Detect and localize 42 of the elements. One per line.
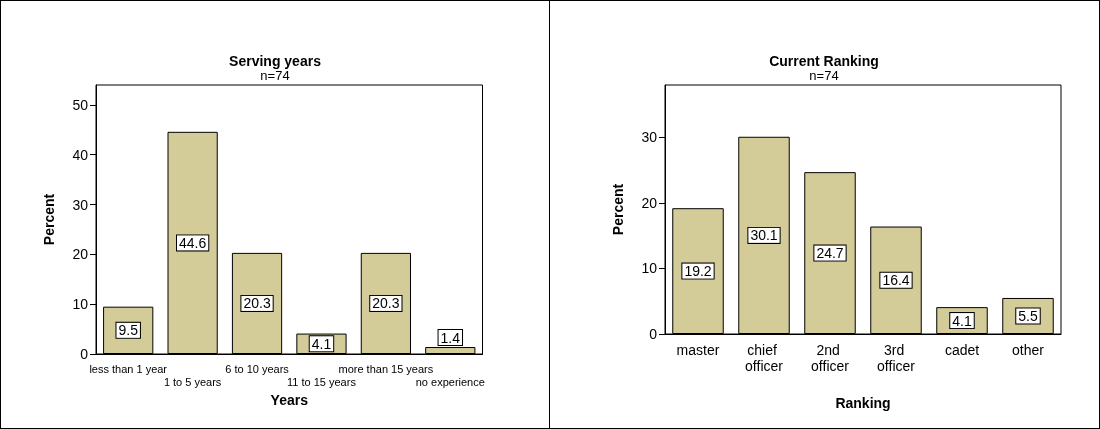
chart-subtitle: n=74 — [260, 68, 290, 83]
y-tick-label: 30 — [641, 129, 658, 146]
data-label: 5.5 — [1018, 307, 1038, 324]
y-tick-label: 20 — [641, 194, 658, 211]
data-label: 4.1 — [311, 335, 332, 352]
x-axis-title: Ranking — [835, 395, 891, 411]
x-tick-label: cadet — [944, 342, 980, 358]
x-tick-label: master — [676, 342, 720, 358]
y-tick-label: 10 — [72, 296, 89, 313]
chart-title: Serving years — [229, 53, 322, 69]
data-label: 4.1 — [952, 312, 972, 329]
x-tick-label: 3rd officer — [877, 342, 916, 374]
y-tick-label: 50 — [72, 96, 89, 113]
y-tick-label: 40 — [72, 146, 89, 163]
data-label: 44.6 — [179, 234, 207, 251]
y-tick-label: 20 — [72, 246, 89, 263]
data-label: 19.2 — [684, 263, 712, 280]
data-label: 24.7 — [816, 245, 844, 262]
y-tick-label: 10 — [641, 260, 658, 277]
x-tick-label: 2nd officer — [811, 342, 850, 374]
y-axis-title: Percent — [610, 183, 626, 236]
x-axis-title: Years — [270, 391, 309, 408]
x-tick-label: chief officer — [745, 342, 784, 374]
x-tick-label: no experience — [415, 375, 485, 388]
y-tick-label: 0 — [80, 346, 89, 362]
y-axis-title: Percent — [41, 193, 57, 246]
data-label: 16.4 — [882, 272, 910, 289]
chart-subtitle: n=74 — [809, 68, 839, 83]
data-label: 1.4 — [440, 330, 461, 347]
data-label: 20.3 — [243, 295, 271, 312]
x-tick-label: 1 to 5 years — [163, 375, 222, 388]
data-label: 9.5 — [118, 322, 139, 339]
data-label: 20.3 — [372, 295, 400, 312]
x-tick-label: more than 15 years — [338, 362, 434, 375]
x-tick-label: less than 1 year — [89, 362, 168, 375]
x-tick-label: other — [1012, 342, 1045, 358]
data-label: 30.1 — [750, 227, 778, 244]
y-tick-label: 0 — [649, 326, 658, 342]
y-tick-label: 30 — [72, 196, 89, 213]
chart-title: Current Ranking — [769, 53, 879, 69]
x-tick-label: 11 to 15 years — [287, 375, 357, 388]
x-tick-label: 6 to 10 years — [225, 362, 290, 375]
